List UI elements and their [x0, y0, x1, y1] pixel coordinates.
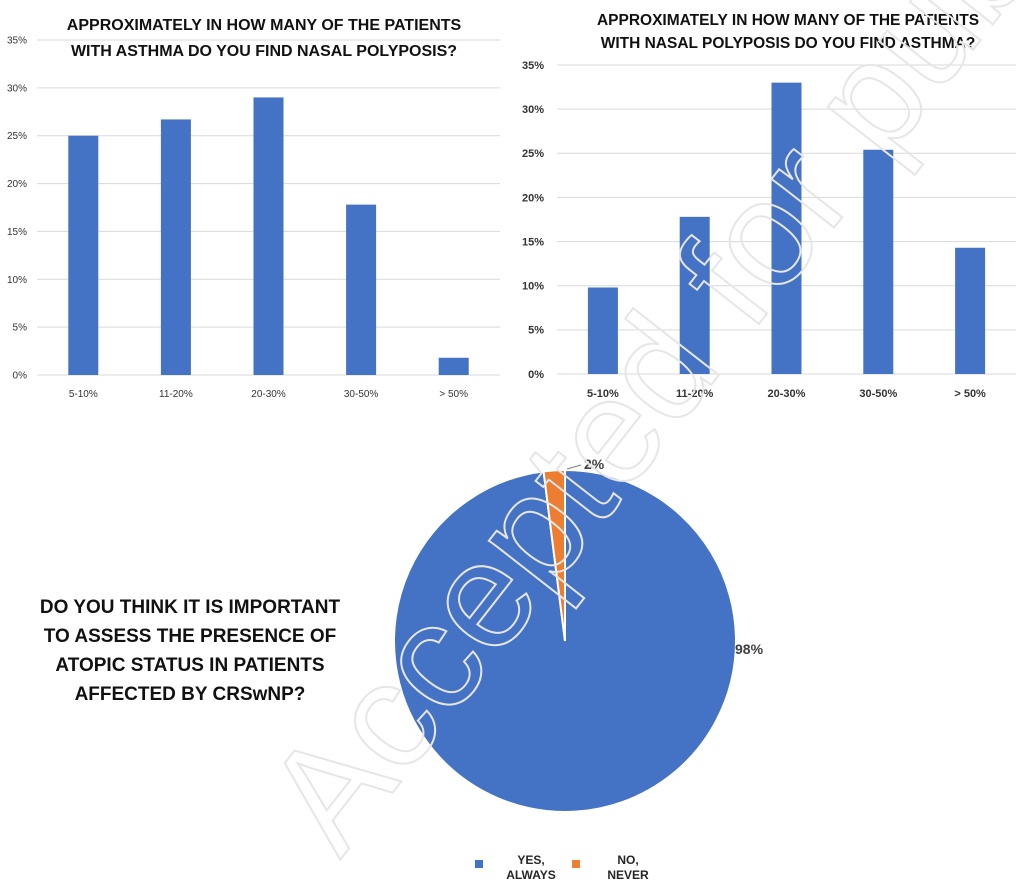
x-tick-label: > 50%: [439, 389, 468, 400]
bar-11-20-: [679, 216, 710, 374]
bar-11-20-: [160, 119, 191, 375]
pie-title-line: AFFECTED BY CRSwNP?: [75, 684, 306, 705]
y-tick-label: 30%: [522, 104, 544, 116]
legend-swatch: [475, 860, 483, 868]
y-tick-label: 20%: [522, 192, 544, 204]
y-tick-label: 15%: [522, 236, 544, 248]
chart-asthma-polyposis: APPROXIMATELY IN HOW MANY OF THE PATIENT…: [7, 17, 500, 400]
bar-30-50-: [346, 204, 377, 375]
pie-data-label: 98%: [735, 641, 764, 657]
bar-30-50-: [863, 149, 894, 374]
chart-polyposis-asthma: APPROXIMATELY IN HOW MANY OF THE PATIENT…: [522, 12, 1016, 400]
pie-slice-yes-always: [393, 468, 737, 813]
y-tick-label: 15%: [7, 227, 27, 238]
y-tick-label: 0%: [13, 371, 28, 382]
x-tick-label: 5-10%: [69, 389, 98, 400]
legend-label: ALWAYS: [506, 868, 556, 882]
bar-5-10-: [587, 287, 618, 374]
y-tick-label: 35%: [7, 36, 27, 47]
bar-20-30-: [253, 97, 284, 375]
chart-title-line: WITH NASAL POLYPOSIS DO YOU FIND ASTHMA?: [601, 35, 976, 52]
y-tick-label: 25%: [7, 131, 27, 142]
y-tick-label: 10%: [522, 281, 544, 293]
y-tick-label: 30%: [7, 83, 27, 94]
chart-title-line: WITH ASTHMA DO YOU FIND NASAL POLYPOSIS?: [71, 43, 457, 60]
y-tick-label: 5%: [13, 323, 28, 334]
legend-label: YES,: [517, 853, 544, 867]
pie-slice-no-never: [542, 468, 566, 642]
x-tick-label: 20-30%: [768, 388, 806, 400]
chart-title-line: APPROXIMATELY IN HOW MANY OF THE PATIENT…: [67, 17, 462, 34]
x-tick-label: > 50%: [954, 388, 986, 400]
y-tick-label: 25%: [522, 148, 544, 160]
y-tick-label: 20%: [7, 179, 27, 190]
x-tick-label: 30-50%: [344, 389, 379, 400]
y-tick-label: 0%: [528, 369, 544, 381]
bar--50-: [438, 357, 469, 375]
pie-title-line: DO YOU THINK IT IS IMPORTANT: [40, 597, 341, 618]
x-tick-label: 11-20%: [676, 388, 714, 400]
bar-5-10-: [68, 135, 99, 375]
pie-data-label: 2%: [584, 456, 605, 472]
x-tick-label: 11-20%: [159, 389, 193, 400]
pie-title-line: ATOPIC STATUS IN PATIENTS: [55, 655, 324, 676]
bar--50-: [955, 247, 986, 374]
x-tick-label: 30-50%: [859, 388, 897, 400]
legend-swatch: [572, 860, 580, 868]
chart-atopic-status-pie: DO YOU THINK IT IS IMPORTANT TO ASSESS TH…: [40, 456, 764, 882]
pie-leader-line: [566, 464, 582, 470]
y-tick-label: 10%: [7, 275, 27, 286]
y-tick-label: 5%: [528, 325, 544, 337]
chart-title-line: APPROXIMATELY IN HOW MANY OF THE PATIENT…: [597, 12, 979, 29]
x-tick-label: 5-10%: [587, 388, 619, 400]
legend-label: NEVER: [607, 868, 649, 882]
x-tick-label: 20-30%: [251, 389, 286, 400]
legend-label: NO,: [617, 853, 638, 867]
bar-20-30-: [771, 82, 802, 375]
y-tick-label: 35%: [522, 60, 544, 72]
pie-title-line: TO ASSESS THE PRESENCE OF: [44, 626, 336, 647]
